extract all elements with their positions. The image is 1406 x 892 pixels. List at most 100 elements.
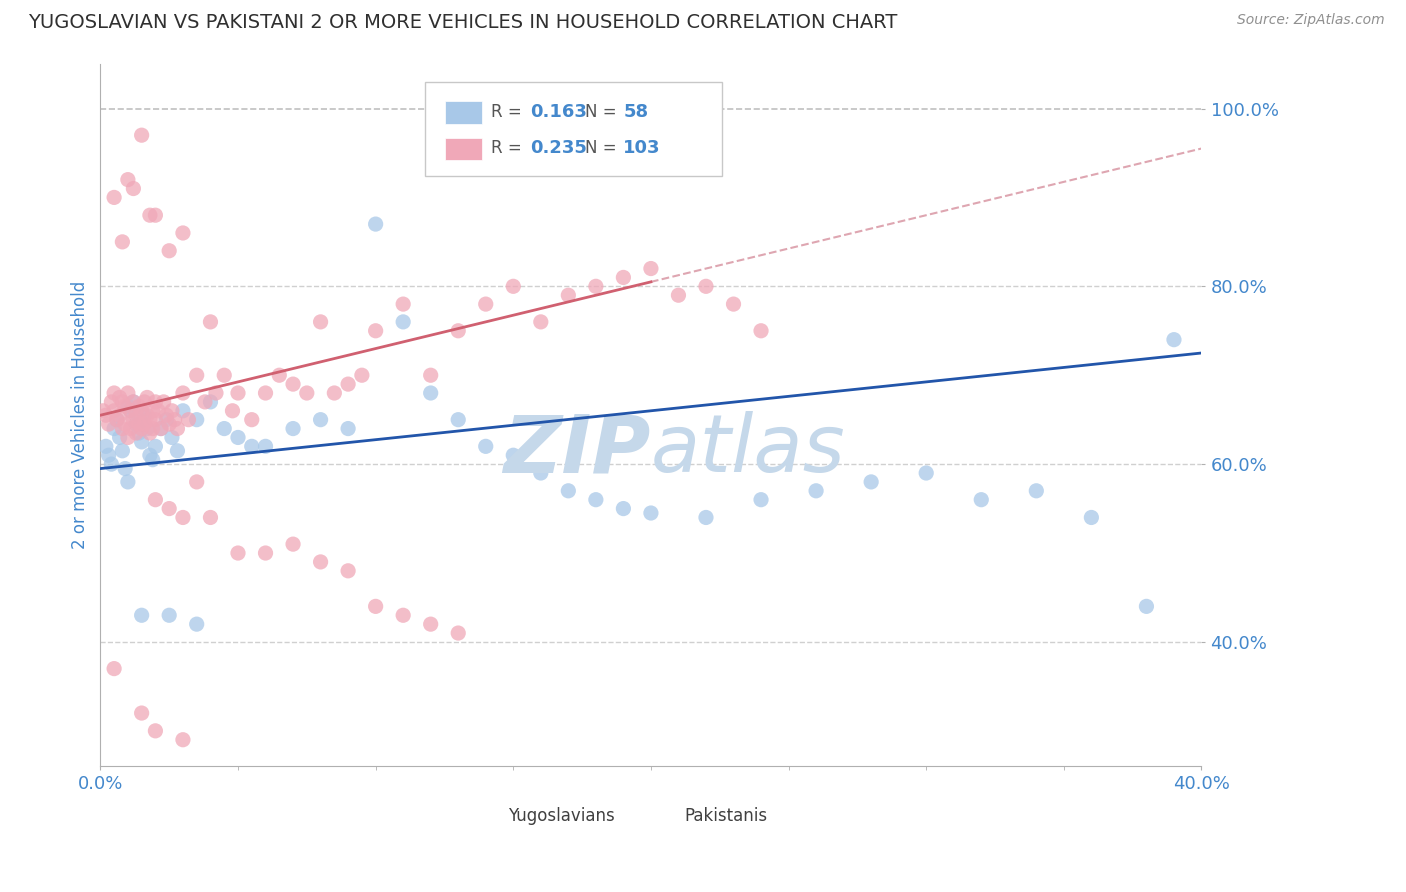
Point (364, 324, 387, 338)
Point (350, 368, 373, 383)
Point (111, 443, 134, 458)
Point (125, 409, 148, 423)
Point (640, 506, 662, 520)
Text: ZIP: ZIP (503, 411, 651, 490)
Point (111, 395, 134, 409)
Point (131, 404, 153, 418)
Point (502, 448, 524, 462)
Point (226, 546, 249, 560)
Point (117, 400, 139, 414)
Point (134, 417, 156, 431)
Point (114, 461, 136, 475)
Point (419, 617, 441, 632)
Point (200, 510, 222, 524)
Text: Pakistanis: Pakistanis (683, 806, 768, 824)
Point (240, 412, 263, 426)
Text: R =: R = (491, 103, 527, 120)
Point (131, 434, 153, 449)
Point (226, 386, 249, 401)
Point (103, 386, 125, 401)
FancyBboxPatch shape (467, 807, 505, 830)
Point (145, 208, 167, 222)
Point (392, 297, 415, 311)
Text: Yugoslavians: Yugoslavians (508, 806, 614, 824)
Text: 58: 58 (623, 103, 648, 120)
Text: N =: N = (585, 139, 621, 157)
Point (105, 412, 128, 426)
Point (205, 386, 228, 401)
Point (447, 626, 470, 640)
Point (146, 404, 169, 418)
Text: atlas: atlas (651, 411, 845, 490)
Point (139, 208, 162, 222)
Point (100, 395, 122, 409)
Point (1025, 483, 1047, 498)
Point (136, 421, 159, 435)
Point (177, 412, 200, 426)
Point (221, 404, 243, 418)
Point (474, 297, 496, 311)
Point (419, 386, 441, 401)
Point (337, 421, 360, 435)
Text: R =: R = (491, 139, 527, 157)
Point (557, 483, 579, 498)
Point (94, 439, 117, 453)
Point (105, 412, 128, 426)
Point (612, 270, 634, 285)
Point (254, 439, 277, 453)
Point (364, 599, 387, 614)
Point (145, 723, 167, 738)
Point (128, 400, 150, 414)
Point (145, 492, 167, 507)
Point (131, 128, 153, 143)
Point (145, 395, 167, 409)
Point (139, 425, 162, 440)
FancyBboxPatch shape (446, 102, 482, 124)
Text: 103: 103 (623, 139, 661, 157)
Point (103, 190, 125, 204)
Point (155, 412, 177, 426)
Point (212, 421, 235, 435)
Point (108, 409, 131, 423)
Point (392, 315, 415, 329)
Point (136, 391, 159, 405)
Point (323, 386, 346, 401)
Point (915, 466, 938, 480)
Point (166, 421, 188, 435)
Point (155, 409, 177, 423)
Point (122, 412, 145, 426)
Text: 0.163: 0.163 (530, 103, 586, 120)
Point (108, 430, 131, 444)
Point (149, 421, 172, 435)
Point (194, 395, 217, 409)
FancyBboxPatch shape (446, 137, 482, 161)
Text: Source: ZipAtlas.com: Source: ZipAtlas.com (1237, 13, 1385, 28)
Point (585, 492, 607, 507)
Point (281, 421, 304, 435)
Point (139, 412, 162, 426)
Point (100, 457, 122, 471)
Point (970, 492, 993, 507)
Point (103, 662, 125, 676)
Point (131, 608, 153, 623)
Point (860, 475, 883, 489)
Point (269, 368, 291, 383)
Point (166, 443, 188, 458)
Point (186, 617, 208, 632)
Point (474, 439, 496, 453)
Point (120, 421, 142, 435)
Point (145, 412, 167, 426)
Point (557, 288, 579, 302)
Point (142, 404, 165, 418)
FancyBboxPatch shape (643, 807, 681, 830)
Point (139, 448, 162, 462)
Point (97, 448, 120, 462)
Point (160, 404, 183, 418)
Point (134, 409, 156, 423)
Point (117, 475, 139, 489)
Point (186, 368, 208, 383)
Point (695, 279, 717, 293)
Point (640, 261, 662, 276)
Point (1080, 510, 1102, 524)
Point (281, 537, 304, 551)
